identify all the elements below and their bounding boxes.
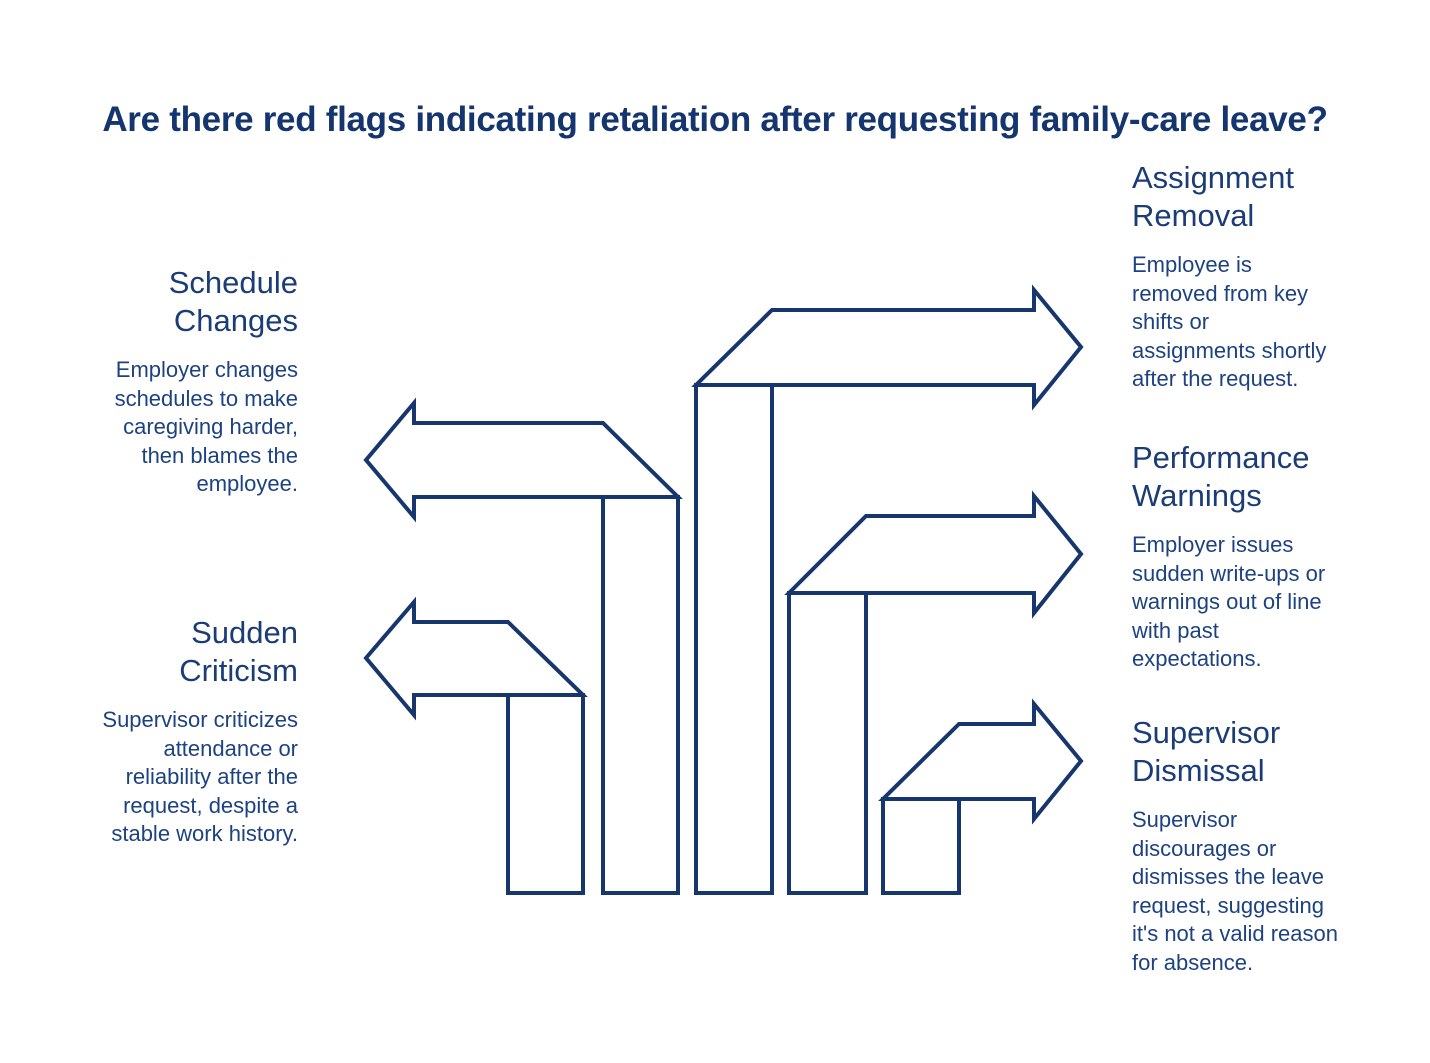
arrow-supervisor-dismissal-shaft (878, 698, 1084, 825)
item-performance-warnings: Performance Warnings Employer issues sud… (1132, 439, 1412, 674)
arrow-assignment-removal (691, 284, 1084, 895)
item-supervisor-dismissal: Supervisor Dismissal Supervisor discoura… (1132, 714, 1412, 977)
item-schedule-changes-heading: Schedule Changes (168, 265, 298, 338)
item-performance-warnings-heading: Performance Warnings (1132, 440, 1310, 513)
item-assignment-removal-body: Employee is removed from key shifts or a… (1132, 252, 1327, 391)
arrow-supervisor-dismissal (878, 698, 1084, 895)
item-performance-warnings-body: Employer issues sudden write-ups or warn… (1132, 532, 1326, 671)
page-title: Are there red flags indicating retaliati… (102, 100, 1328, 140)
item-sudden-criticism: Sudden Criticism Supervisor criticizes a… (18, 614, 298, 849)
item-sudden-criticism-heading: Sudden Criticism (179, 615, 298, 688)
arrow-performance-warnings-column (787, 591, 868, 895)
arrow-schedule-changes-column (601, 495, 680, 895)
arrow-sudden-criticism-shaft (363, 596, 588, 721)
item-supervisor-dismissal-heading: Supervisor Dismissal (1132, 715, 1281, 788)
arrow-performance-warnings-shaft (784, 490, 1084, 619)
arrow-performance-warnings (784, 490, 1084, 895)
arrow-schedule-changes (363, 397, 683, 895)
arrow-supervisor-dismissal-column (881, 797, 961, 895)
item-schedule-changes: Schedule Changes Employer changes schedu… (18, 264, 298, 499)
arrow-schedule-changes-shaft (363, 397, 683, 523)
item-schedule-changes-body: Employer changes schedules to make careg… (114, 357, 298, 496)
arrow-assignment-removal-column (694, 383, 774, 895)
arrow-sudden-criticism-column (506, 693, 585, 895)
arrow-assignment-removal-shaft (691, 284, 1084, 411)
arrow-sudden-criticism (363, 596, 588, 895)
item-assignment-removal-heading: Assignment Removal (1132, 160, 1294, 233)
item-sudden-criticism-body: Supervisor criticizes attendance or reli… (102, 707, 298, 846)
item-supervisor-dismissal-body: Supervisor discourages or dismisses the … (1132, 807, 1338, 975)
item-assignment-removal: Assignment Removal Employee is removed f… (1132, 159, 1412, 394)
